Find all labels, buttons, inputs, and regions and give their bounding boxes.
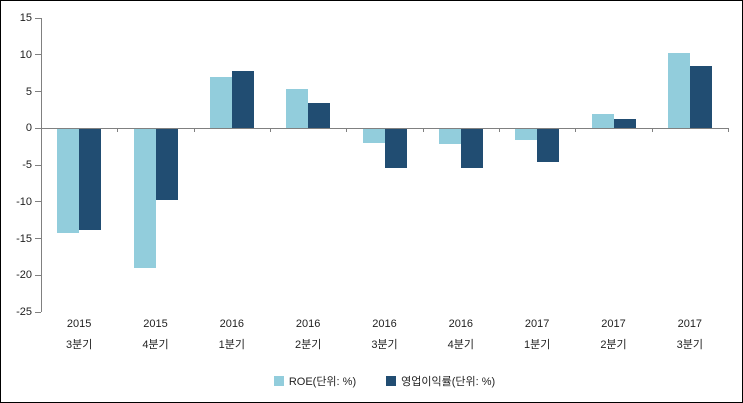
x-axis-tick	[651, 128, 653, 133]
bar-roe	[133, 128, 156, 268]
bar-roe	[438, 128, 461, 145]
x-axis-label-year: 2015	[143, 318, 168, 330]
bar-operating-margin	[460, 128, 483, 168]
y-axis-label: -25	[16, 306, 32, 318]
bar-roe	[515, 128, 538, 140]
y-axis-label: 0	[25, 122, 32, 135]
bar-roe	[209, 76, 232, 129]
bar-roe	[591, 114, 614, 129]
x-axis-tick	[422, 128, 424, 133]
legend-item-operating-margin: 영업이익률(단위: %)	[386, 373, 495, 389]
y-axis-tick	[35, 164, 41, 166]
bar-operating-margin	[231, 70, 254, 129]
y-axis-tick	[35, 274, 41, 276]
x-axis-label-year: 2017	[524, 318, 550, 330]
y-axis-label: 10	[19, 48, 32, 61]
bar-roe	[667, 52, 690, 129]
x-axis-tick	[728, 128, 729, 133]
x-axis-label-year: 2015	[66, 318, 92, 330]
legend-label-operating-margin: 영업이익률(단위: %)	[401, 376, 496, 388]
x-axis-tick	[41, 128, 42, 133]
x-axis-label-year: 2017	[601, 318, 626, 330]
y-axis-label: -15	[16, 232, 32, 245]
legend-item-roe: ROE(단위: %)	[273, 373, 357, 389]
x-axis-label-quarter: 3분기	[65, 339, 93, 351]
bar-operating-margin	[384, 128, 407, 168]
y-axis-label: 5	[25, 85, 32, 98]
y-axis-line	[41, 18, 42, 312]
x-axis-tick	[499, 128, 500, 133]
bar-operating-margin	[155, 128, 178, 201]
bar-roe	[286, 88, 309, 129]
y-axis-tick	[35, 238, 41, 239]
x-axis-label-quarter: 1분기	[523, 339, 551, 351]
x-axis-line	[41, 127, 728, 129]
x-axis-label-quarter: 3분기	[371, 339, 398, 351]
x-axis-label-year: 2016	[295, 318, 321, 330]
x-axis-label-year: 2016	[448, 318, 474, 330]
legend-swatch-roe	[273, 376, 284, 386]
y-axis-tick	[35, 127, 41, 129]
x-axis-label: 2016 2분기	[270, 318, 346, 352]
x-axis-label: 2016 1분기	[194, 318, 270, 352]
x-axis-tick	[575, 128, 577, 133]
x-axis-tick	[117, 128, 119, 133]
bar-operating-margin	[613, 118, 636, 129]
x-axis-tick	[193, 128, 195, 133]
x-axis-label-year: 2016	[372, 318, 397, 330]
x-axis-label-quarter: 2분기	[600, 339, 627, 351]
y-axis-tick	[35, 91, 41, 92]
y-axis-label: -5	[22, 159, 32, 171]
y-axis-label: -10	[16, 195, 32, 208]
x-axis-label-quarter: 3분기	[676, 339, 703, 351]
x-axis-label: 2017 2분기	[575, 318, 651, 352]
x-axis-label: 2016 3분기	[346, 318, 422, 352]
x-axis-label: 2016 4분기	[423, 318, 499, 352]
x-axis-label: 2015 3분기	[41, 318, 117, 352]
y-axis-tick	[35, 54, 41, 56]
bar-operating-margin	[308, 102, 331, 129]
x-axis-label: 2017 3분기	[652, 318, 728, 352]
x-axis-label: 2015 4분기	[117, 318, 193, 352]
x-axis-tick	[346, 128, 348, 133]
x-axis-label-quarter: 1분기	[218, 339, 245, 351]
y-axis-tick	[35, 201, 41, 203]
legend: ROE(단위: %) 영업이익률(단위: %)	[41, 372, 728, 390]
bar-roe	[362, 128, 385, 143]
legend-label-roe: ROE(단위: %)	[288, 376, 357, 388]
x-axis-label-year: 2017	[677, 318, 703, 330]
x-axis-label-quarter: 2분기	[294, 339, 322, 351]
x-axis-label-year: 2016	[219, 318, 245, 330]
y-axis-tick	[35, 17, 41, 19]
bar-operating-margin	[689, 65, 712, 129]
bar-operating-margin	[537, 128, 560, 163]
bar-operating-margin	[79, 128, 102, 230]
y-axis-label: -20	[16, 269, 32, 282]
y-axis-tick	[35, 311, 41, 313]
x-axis-label: 2017 1분기	[499, 318, 575, 352]
y-axis-label: 15	[19, 12, 32, 24]
x-axis-tick	[270, 128, 271, 133]
legend-swatch-operating-margin	[386, 376, 397, 386]
bar-roe	[57, 128, 80, 233]
x-axis-label-quarter: 4분기	[142, 339, 169, 351]
x-axis-label-quarter: 4분기	[447, 339, 474, 351]
